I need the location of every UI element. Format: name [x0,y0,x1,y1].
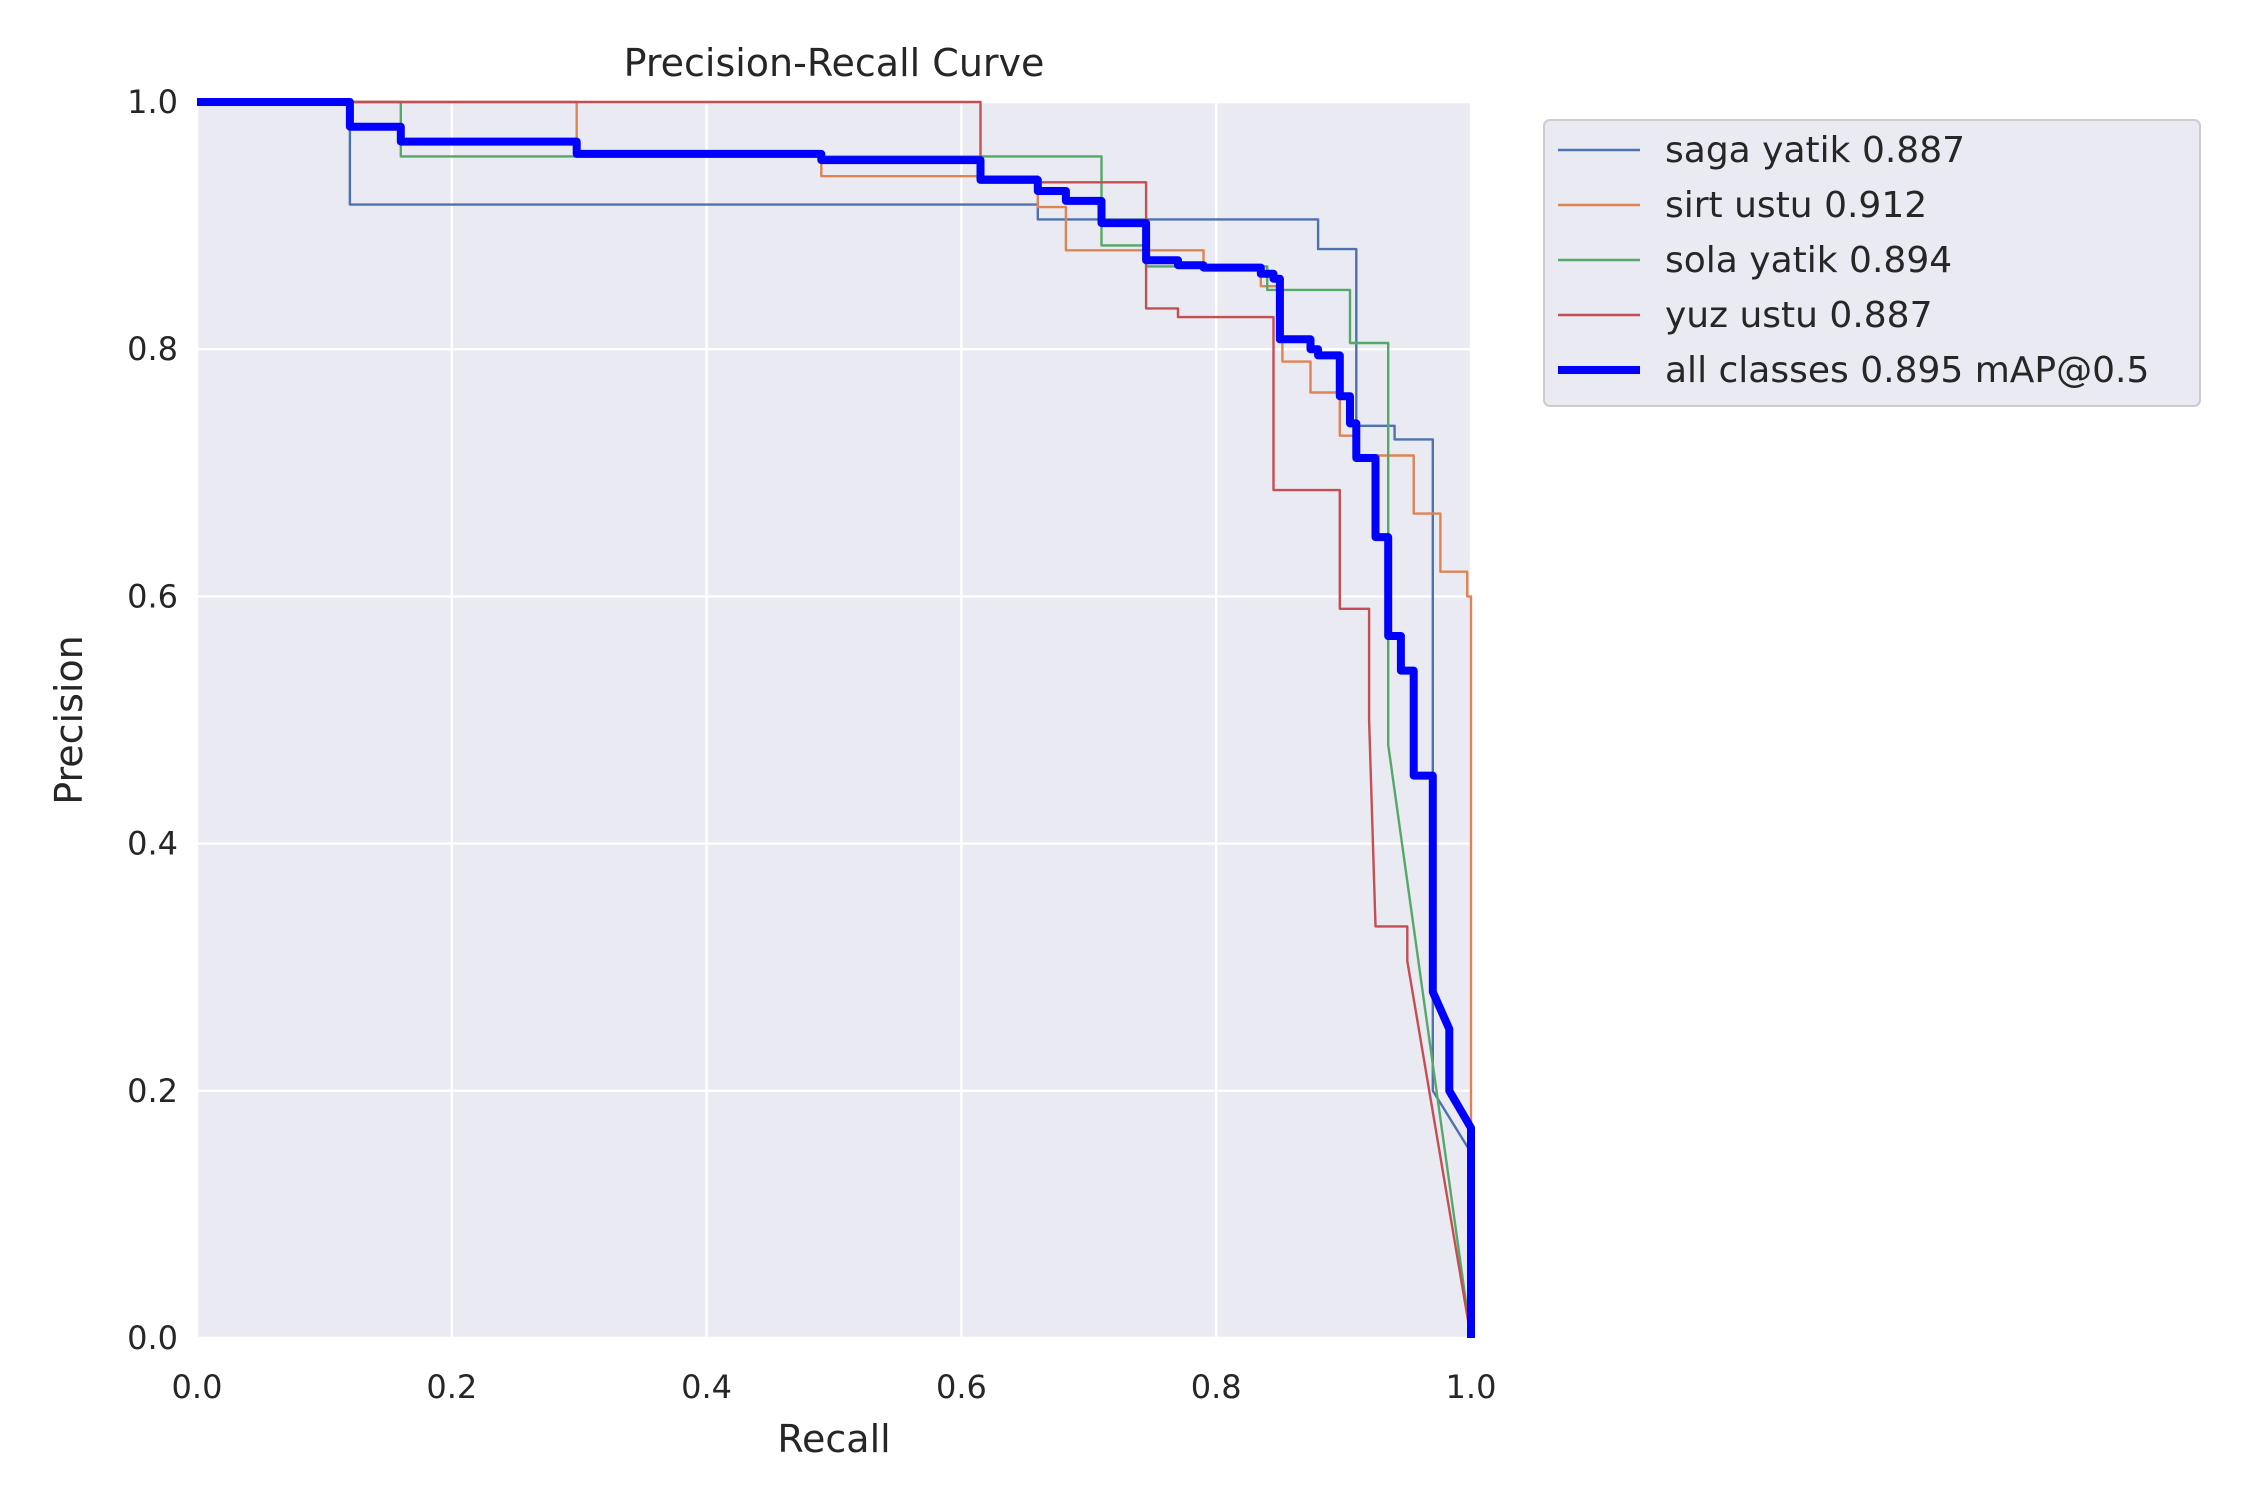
legend: saga yatik 0.887 sirt ustu 0.912 sola yati… [1543,119,2201,407]
y-axis-label: Precision [47,635,91,805]
y-tick-label-5: 1.0 [127,83,178,121]
y-tick-label-4: 0.8 [127,330,178,368]
x-tick-label-3: 0.6 [936,1368,987,1406]
series-line-1 [197,100,1473,1338]
series-line-3 [197,100,1473,1339]
legend-label-2: sola yatik 0.894 [1665,240,1952,281]
legend-label-3: yuz ustu 0.887 [1665,295,1932,336]
legend-label-4: all classes 0.895 mAP@0.5 [1665,350,2149,391]
series-line-4 [197,98,1475,1338]
chart-title: Precision-Recall Curve [624,41,1045,85]
x-tick-label-5: 1.0 [1446,1368,1497,1406]
x-tick-label-0: 0.0 [172,1368,223,1406]
x-tick-label-2: 0.4 [681,1368,732,1406]
grid-lines [195,100,1473,1340]
y-tick-label-3: 0.6 [127,577,178,615]
y-tick-labels: 0.0 0.2 0.4 0.6 0.8 1.0 [127,83,178,1357]
y-tick-label-2: 0.4 [127,825,178,863]
series-lines [197,98,1475,1339]
y-tick-label-1: 0.2 [127,1072,178,1110]
plot-background [197,102,1471,1338]
x-tick-label-1: 0.2 [426,1368,477,1406]
legend-entries: saga yatik 0.887 sirt ustu 0.912 sola yati… [1558,130,2149,391]
y-tick-label-0: 0.0 [127,1319,178,1357]
legend-label-0: saga yatik 0.887 [1665,130,1965,171]
x-axis-label: Recall [777,1417,890,1461]
x-tick-labels: 0.0 0.2 0.4 0.6 0.8 1.0 [172,1368,1497,1406]
legend-box [1543,119,2201,407]
x-tick-label-4: 0.8 [1191,1368,1242,1406]
legend-label-1: sirt ustu 0.912 [1665,185,1927,226]
